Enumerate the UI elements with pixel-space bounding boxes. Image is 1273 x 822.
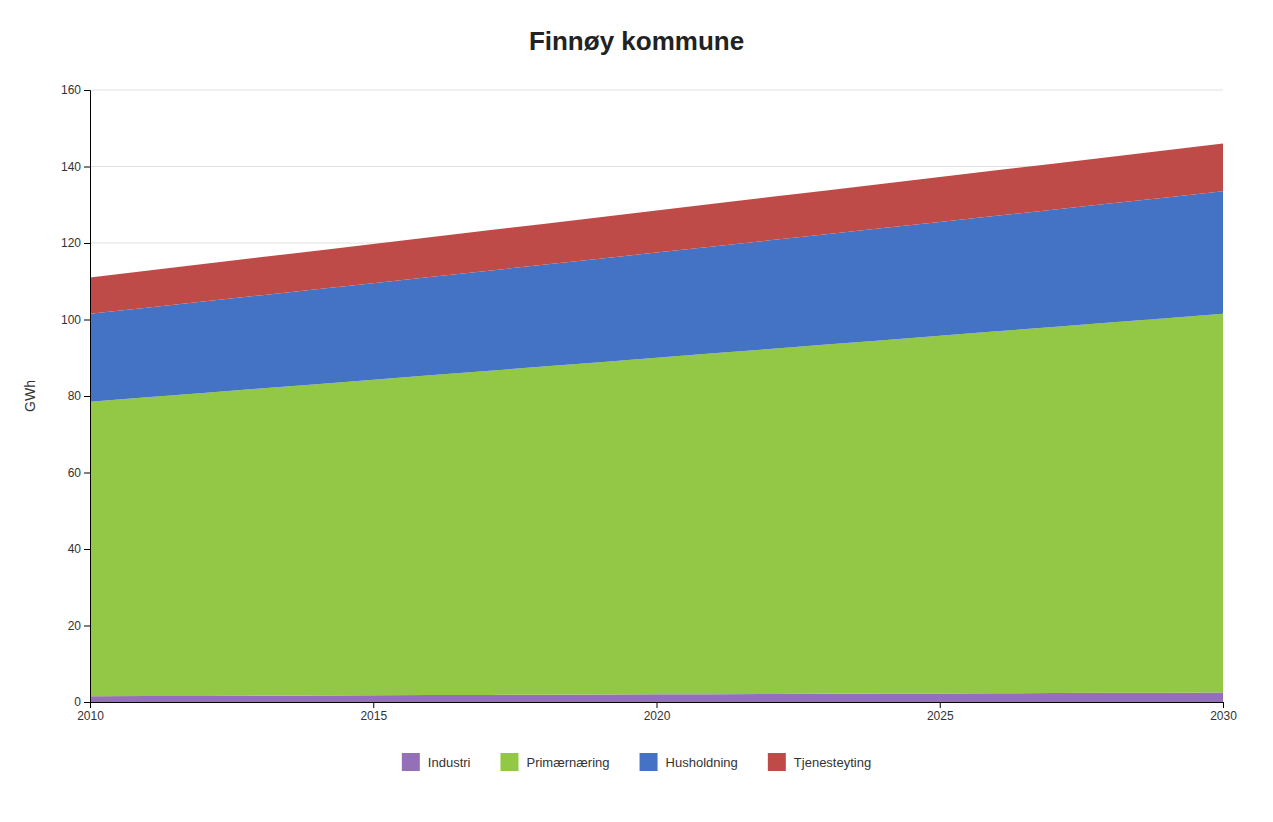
legend-swatch bbox=[768, 753, 786, 771]
tick-label: 2020 bbox=[644, 709, 671, 723]
tick: 0 bbox=[74, 695, 90, 709]
legend: Industri Primærnæring Husholdning Tjenestey… bbox=[402, 753, 871, 771]
grid bbox=[90, 90, 1223, 702]
legend-label: Tjenesteyting bbox=[794, 755, 871, 770]
legend-label: Husholdning bbox=[666, 755, 738, 770]
tick: 2020 bbox=[644, 702, 671, 723]
title: Finnøy kommune bbox=[529, 26, 744, 56]
tick-mark bbox=[1223, 702, 1224, 708]
tick-mark bbox=[84, 243, 90, 244]
tick-mark bbox=[84, 320, 90, 321]
tick: 160 bbox=[61, 83, 90, 97]
tick-mark bbox=[657, 702, 658, 708]
legend-swatch bbox=[402, 753, 420, 771]
grid-line bbox=[90, 90, 1223, 91]
tick-mark bbox=[84, 396, 90, 397]
areas bbox=[90, 144, 1223, 702]
y-axis: 0 20 40 60 80 100 120 140 160 bbox=[61, 83, 91, 709]
tick-label: 80 bbox=[68, 389, 82, 403]
axis-line bbox=[91, 703, 1224, 709]
area bbox=[90, 144, 1223, 314]
tick-label: 2015 bbox=[360, 709, 387, 723]
axis-line bbox=[84, 91, 91, 703]
tick-label: 120 bbox=[61, 236, 81, 250]
legend-label: Primærnæring bbox=[526, 755, 609, 770]
tick-label: 2030 bbox=[1210, 709, 1237, 723]
tick: 140 bbox=[61, 160, 90, 174]
legend-item: Primærnæring bbox=[500, 753, 609, 771]
tick-label: 40 bbox=[68, 542, 82, 556]
tick-label: 60 bbox=[68, 466, 82, 480]
tick-mark bbox=[84, 473, 90, 474]
tick: 20 bbox=[68, 619, 90, 633]
legend-item: Industri bbox=[402, 753, 471, 771]
tick: 60 bbox=[68, 466, 90, 480]
tick: 120 bbox=[61, 236, 90, 250]
legend-swatch bbox=[640, 753, 658, 771]
tick-label: 0 bbox=[74, 695, 81, 709]
plot: 2010 2015 2020 2025 2030 0 20 40 60 80 100 120 140 16… bbox=[61, 83, 1237, 722]
legend-swatch bbox=[500, 753, 518, 771]
x-axis: 2010 2015 2020 2025 2030 bbox=[77, 702, 1237, 723]
tick-mark bbox=[84, 626, 90, 627]
tick: 2030 bbox=[1210, 702, 1237, 723]
tick: 40 bbox=[68, 542, 90, 556]
legend-item: Tjenesteyting bbox=[768, 753, 871, 771]
tick: 2025 bbox=[927, 702, 954, 723]
tick-label: 140 bbox=[61, 160, 81, 174]
tick: 80 bbox=[68, 389, 90, 403]
tick-label: 100 bbox=[61, 313, 81, 327]
tick-label: 2010 bbox=[77, 709, 104, 723]
legend-item: Husholdning bbox=[640, 753, 738, 771]
chart: 2010 2015 2020 2025 2030 0 20 40 60 80 100 120 140 16… bbox=[0, 0, 1273, 822]
tick-label: 160 bbox=[61, 83, 81, 97]
tick-mark bbox=[84, 167, 90, 168]
tick-label: 2025 bbox=[927, 709, 954, 723]
tick-mark bbox=[84, 90, 90, 91]
tick: 2015 bbox=[360, 702, 387, 723]
tick-mark bbox=[940, 702, 941, 708]
legend-label: Industri bbox=[428, 755, 471, 770]
tick: 100 bbox=[61, 313, 90, 327]
tick-mark bbox=[373, 702, 374, 708]
tick-label: 20 bbox=[68, 619, 82, 633]
tick-mark bbox=[84, 702, 90, 703]
tick-mark bbox=[84, 549, 90, 550]
y-axis-title: GWh bbox=[22, 380, 38, 412]
tick: 2010 bbox=[77, 702, 104, 723]
